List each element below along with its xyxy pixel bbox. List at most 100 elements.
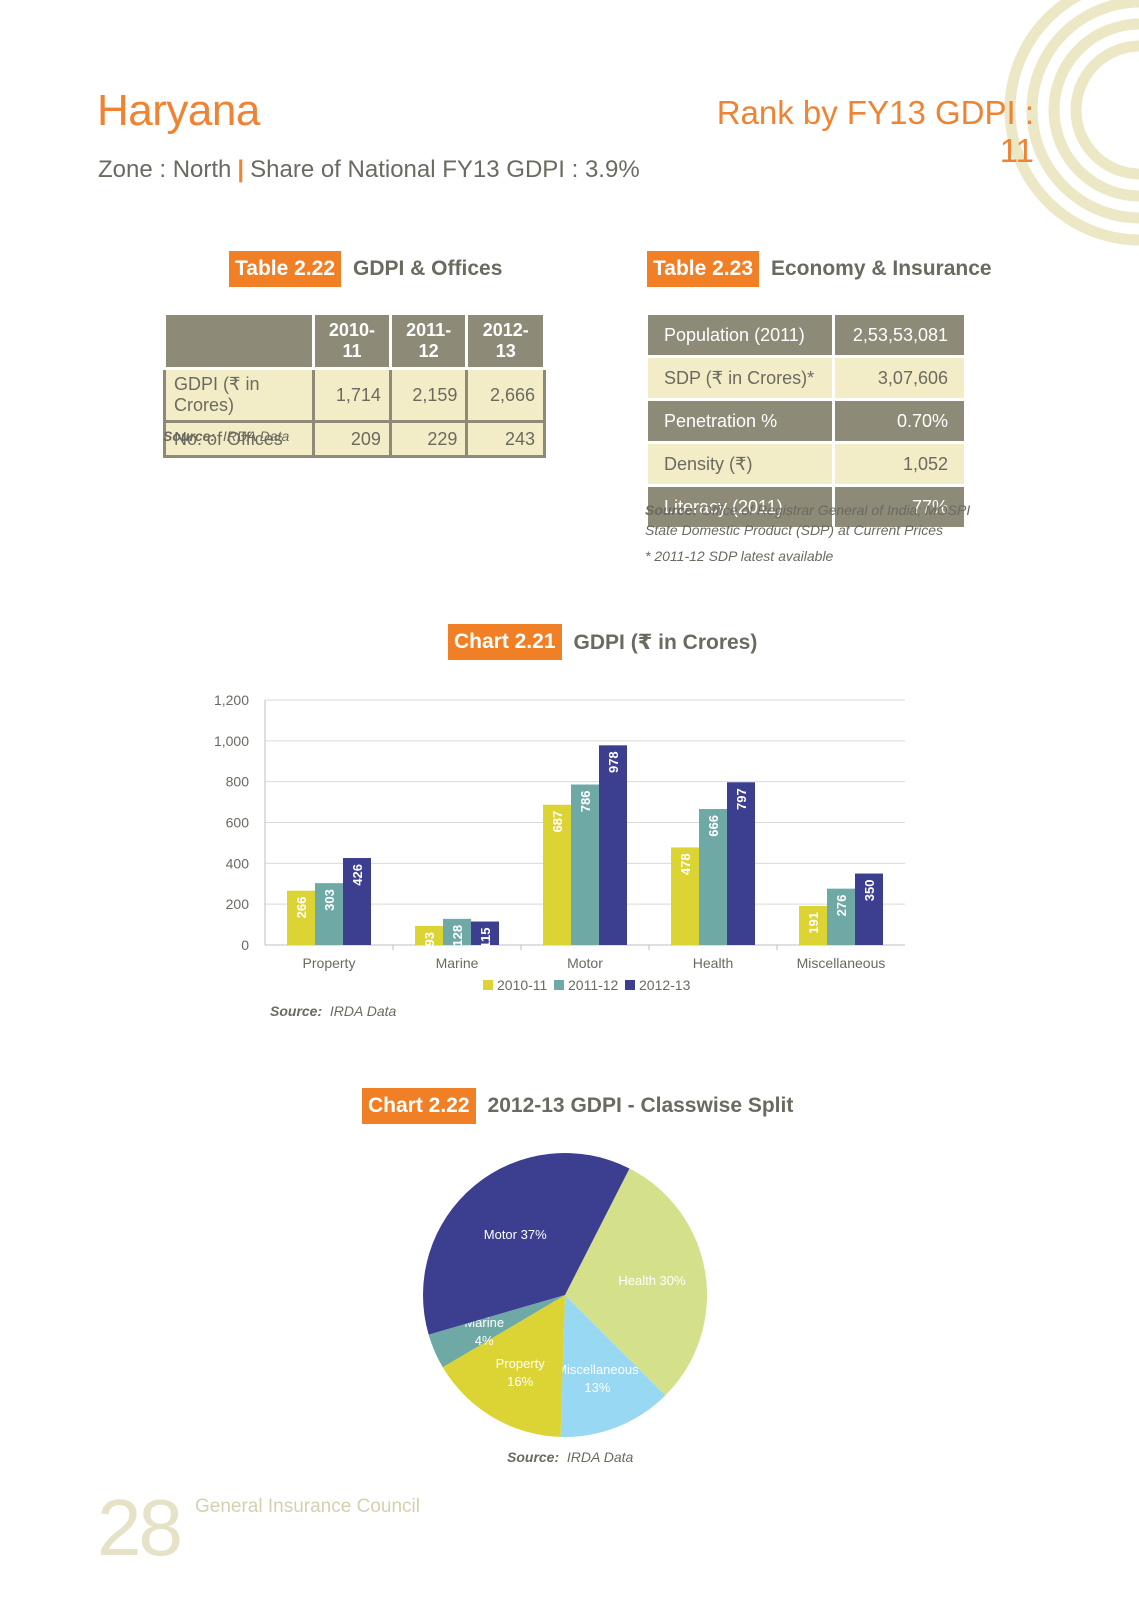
bar	[343, 858, 371, 945]
decorative-arcs	[1004, 0, 1139, 246]
source-label: Source:	[163, 428, 216, 444]
bar	[727, 782, 755, 945]
row-label: Population (2011)	[644, 312, 836, 358]
table-row: GDPI (₹ in Crores) 1,714 2,159 2,666	[163, 367, 546, 423]
cell: 229	[388, 420, 469, 458]
row-value: 2,53,53,081	[832, 312, 967, 358]
row-label: No. of Offices	[163, 420, 315, 458]
x-tick-label: Motor	[567, 955, 603, 971]
state-title: Haryana	[97, 86, 260, 135]
pie-label: Motor 37%	[484, 1227, 547, 1242]
table-223-badge: Table 2.23	[647, 251, 759, 287]
bar-value-label: 128	[450, 925, 465, 947]
y-tick-label: 1,000	[214, 733, 249, 749]
chart-222-source: Source: IRDA Data	[507, 1449, 633, 1465]
table-row: Population (2011) 2,53,53,081	[644, 312, 967, 358]
row-label: SDP (₹ in Crores)*	[644, 355, 836, 401]
row-value: 77%	[832, 484, 967, 530]
chart-222-badge: Chart 2.22	[362, 1088, 476, 1124]
bar	[599, 745, 627, 945]
source-line2: State Domestic Product (SDP) at Current …	[645, 522, 943, 538]
bar-value-label: 276	[834, 895, 849, 917]
y-tick-label: 200	[226, 896, 250, 912]
bar-value-label: 666	[706, 815, 721, 837]
gdpi-bar-chart: 0 200 400 600 800 1,000 1,200 266 303 426 Property…	[214, 692, 905, 993]
legend-label: 2012-13	[639, 977, 691, 993]
row-label: Density (₹)	[644, 441, 836, 487]
bar	[799, 906, 827, 945]
table-row: Literacy (2011) 77%	[644, 484, 967, 530]
chart-221-caption: Chart 2.21 GDPI (₹ in Crores)	[448, 624, 757, 660]
legend-swatch	[554, 980, 564, 990]
zone-line: Zone : North | Share of National FY13 GDPI…	[98, 156, 640, 184]
legend-swatch	[625, 980, 635, 990]
table-222-source: Source: IRDA Data	[163, 428, 289, 444]
bar	[315, 883, 343, 945]
source-line1: Office of Registrar General of India; MO…	[701, 502, 971, 518]
row-value: 3,07,606	[832, 355, 967, 401]
gdpi-offices-table: 2010-11 2011-12 2012-13 GDPI (₹ in Crore…	[163, 312, 546, 458]
pie-label: Property	[496, 1356, 546, 1371]
bar-value-label: 303	[322, 889, 337, 911]
bar	[415, 926, 443, 945]
bar	[855, 873, 883, 945]
bar-value-label: 786	[578, 791, 593, 813]
footer-org: General Insurance Council	[195, 1496, 420, 1517]
pie-slice	[428, 1295, 565, 1368]
legend-label: 2011-12	[568, 977, 619, 993]
bar-value-label: 191	[806, 912, 821, 934]
row-value: 1,052	[832, 441, 967, 487]
y-tick-label: 400	[226, 855, 250, 871]
bar-value-label: 978	[606, 751, 621, 773]
pie-percent: 16%	[507, 1374, 533, 1389]
legend-label: 2010-11	[497, 977, 548, 993]
bar-value-label: 687	[550, 811, 565, 833]
table-row: Density (₹) 1,052	[644, 441, 967, 487]
table-row: SDP (₹ in Crores)* 3,07,606	[644, 355, 967, 401]
cell: 2,159	[388, 367, 469, 423]
table-223-source: Source: Office of Registrar General of I…	[645, 500, 970, 540]
source-text: IRDA Data	[566, 1449, 634, 1465]
table-223-footnote: * 2011-12 SDP latest available	[645, 548, 834, 564]
separator: |	[237, 156, 245, 183]
col-header: 2011-12	[388, 312, 469, 370]
chart-221-badge: Chart 2.21	[448, 624, 562, 660]
row-value: 0.70%	[832, 398, 967, 444]
col-header: 2012-13	[465, 312, 546, 370]
y-tick-label: 0	[241, 937, 249, 953]
pie-label: Miscellaneous	[556, 1362, 639, 1377]
table-222-badge: Table 2.22	[229, 251, 341, 287]
chart-222-caption: Chart 2.22 2012-13 GDPI - Classwise Spli…	[362, 1088, 793, 1124]
pie-percent: 4%	[475, 1333, 494, 1348]
x-tick-label: Marine	[436, 955, 479, 971]
bar-value-label: 93	[422, 932, 437, 946]
x-tick-label: Miscellaneous	[797, 955, 886, 971]
bar	[571, 784, 599, 945]
table-row: Penetration % 0.70%	[644, 398, 967, 444]
table-223-caption: Table 2.23 Economy & Insurance	[647, 251, 992, 287]
share-text: Share of National FY13 GDPI : 3.9%	[250, 156, 640, 183]
cell: 1,714	[312, 367, 392, 423]
bar-value-label: 115	[478, 928, 493, 949]
bar	[543, 804, 571, 945]
bar	[287, 890, 315, 945]
economy-insurance-table: Population (2011) 2,53,53,081 SDP (₹ in …	[644, 312, 967, 530]
bar	[443, 918, 471, 945]
source-label: Source:	[645, 502, 698, 518]
legend-swatch	[483, 980, 493, 990]
bar	[671, 847, 699, 945]
bar-value-label: 266	[294, 897, 309, 919]
source-text: IRDA Data	[329, 1003, 397, 1019]
bar	[471, 921, 499, 945]
col-header: 2010-11	[312, 312, 392, 370]
chart-221-source: Source: IRDA Data	[270, 1003, 396, 1019]
bar-value-label: 350	[862, 880, 877, 902]
bar	[699, 809, 727, 945]
pie-slice	[442, 1295, 565, 1437]
table-222-caption: Table 2.22 GDPI & Offices	[229, 251, 502, 287]
pie-percent: 13%	[584, 1380, 610, 1395]
cell: 243	[465, 420, 546, 458]
pie-slice	[560, 1295, 666, 1437]
bar-value-label: 797	[734, 788, 749, 810]
x-tick-label: Health	[693, 955, 733, 971]
